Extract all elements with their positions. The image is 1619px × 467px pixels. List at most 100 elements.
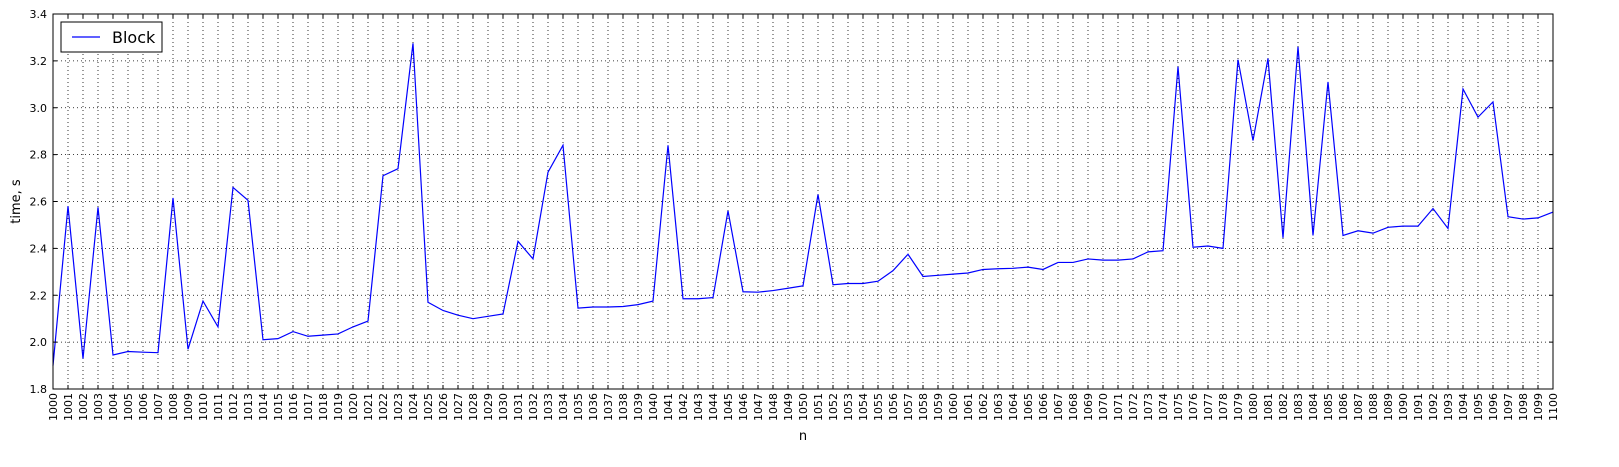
x-tick-label: 1021 xyxy=(362,393,375,421)
x-tick-label: 1028 xyxy=(467,393,480,421)
y-tick-label: 3.4 xyxy=(30,8,48,21)
x-tick-label: 1045 xyxy=(722,393,735,421)
x-tick-label: 1039 xyxy=(632,393,645,421)
x-tick-label: 1075 xyxy=(1172,393,1185,421)
x-tick-label: 1080 xyxy=(1247,393,1260,421)
x-tick-label: 1024 xyxy=(407,393,420,421)
x-tick-label: 1029 xyxy=(482,393,495,421)
x-tick-label: 1031 xyxy=(512,393,525,421)
x-tick-label: 1093 xyxy=(1442,393,1455,421)
x-tick-label: 1083 xyxy=(1292,393,1305,421)
x-tick-label: 1061 xyxy=(962,393,975,421)
x-tick-label: 1091 xyxy=(1412,393,1425,421)
x-tick-label: 1044 xyxy=(707,393,720,421)
y-tick-label: 3.2 xyxy=(30,55,48,68)
y-tick-label: 1.8 xyxy=(30,383,48,396)
x-tick-label: 1011 xyxy=(212,393,225,421)
x-tick-label: 1003 xyxy=(92,393,105,421)
x-tick-label: 1088 xyxy=(1367,393,1380,421)
x-tick-label: 1033 xyxy=(542,393,555,421)
x-tick-label: 1013 xyxy=(242,393,255,421)
x-tick-labels: 1000 1001 1002 1003 1004 1005 1006 1007 1008 1009… xyxy=(47,393,1560,421)
series-layer xyxy=(52,43,1554,366)
x-tick-label: 1084 xyxy=(1307,393,1320,421)
x-tick-label: 1005 xyxy=(122,393,135,421)
x-tick-label: 1001 xyxy=(62,393,75,421)
x-tick-label: 1042 xyxy=(677,393,690,421)
legend: Block xyxy=(60,21,163,53)
x-tick-label: 1049 xyxy=(782,393,795,421)
x-tick-label: 1062 xyxy=(977,393,990,421)
x-tick-label: 1068 xyxy=(1067,393,1080,421)
x-tick-label: 1087 xyxy=(1352,393,1365,421)
y-tick-label: 2.8 xyxy=(30,149,48,162)
x-tick-label: 1048 xyxy=(767,393,780,421)
x-tick-label: 1016 xyxy=(287,393,300,421)
x-tick-label: 1027 xyxy=(452,393,465,421)
x-tick-label: 1008 xyxy=(167,393,180,421)
x-tick-label: 1054 xyxy=(857,393,870,421)
y-tick-label: 2.0 xyxy=(30,336,48,349)
x-tick-label: 1034 xyxy=(557,393,570,421)
x-tick-label: 1094 xyxy=(1457,393,1470,421)
y-tick-label: 2.4 xyxy=(30,242,48,255)
x-tick-label: 1081 xyxy=(1262,393,1275,421)
x-tick-label: 1000 xyxy=(47,393,60,421)
x-tick-label: 1036 xyxy=(587,393,600,421)
x-tick-label: 1065 xyxy=(1022,393,1035,421)
x-tick-label: 1018 xyxy=(317,393,330,421)
x-tick-label: 1025 xyxy=(422,393,435,421)
x-tick-label: 1041 xyxy=(662,393,675,421)
x-tick-label: 1089 xyxy=(1382,393,1395,421)
x-tick-label: 1064 xyxy=(1007,393,1020,421)
y-axis-title: time, s xyxy=(9,179,24,224)
x-tick-label: 1082 xyxy=(1277,393,1290,421)
x-tick-label: 1072 xyxy=(1127,393,1140,421)
x-tick-label: 1010 xyxy=(197,393,210,421)
x-tick-label: 1055 xyxy=(872,393,885,421)
x-tick-label: 1032 xyxy=(527,393,540,421)
x-tick-label: 1060 xyxy=(947,393,960,421)
x-tick-label: 1006 xyxy=(137,393,150,421)
x-tick-label: 1037 xyxy=(602,393,615,421)
x-tick-label: 1009 xyxy=(182,393,195,421)
x-tick-label: 1052 xyxy=(827,393,840,421)
x-tick-label: 1046 xyxy=(737,393,750,421)
x-tick-label: 1058 xyxy=(917,393,930,421)
x-tick-label: 1066 xyxy=(1037,393,1050,421)
x-tick-label: 1097 xyxy=(1502,393,1515,421)
x-tick-label: 1022 xyxy=(377,393,390,421)
x-tick-label: 1017 xyxy=(302,393,315,421)
x-tick-label: 1099 xyxy=(1532,393,1545,421)
x-axis-title: n xyxy=(799,429,807,444)
y-tick-label: 2.2 xyxy=(30,289,48,302)
x-tick-label: 1090 xyxy=(1397,393,1410,421)
x-tick-label: 1014 xyxy=(257,393,270,421)
x-tick-label: 1002 xyxy=(77,393,90,421)
x-tick-label: 1073 xyxy=(1142,393,1155,421)
y-tick-labels: 1.8 2.0 2.2 2.4 2.6 2.8 3.0 3.2 3.4 xyxy=(30,8,48,396)
x-tick-label: 1079 xyxy=(1232,393,1245,421)
x-tick-label: 1020 xyxy=(347,393,360,421)
x-tick-label: 1023 xyxy=(392,393,405,421)
x-tick-label: 1063 xyxy=(992,393,1005,421)
x-tick-label: 1098 xyxy=(1517,393,1530,421)
x-tick-label: 1030 xyxy=(497,393,510,421)
x-tick-label: 1077 xyxy=(1202,393,1215,421)
x-tick-label: 1012 xyxy=(227,393,240,421)
x-tick-label: 1078 xyxy=(1217,393,1230,421)
x-tick-label: 1067 xyxy=(1052,393,1065,421)
x-tick-label: 1074 xyxy=(1157,393,1170,421)
x-tick-label: 1057 xyxy=(902,393,915,421)
axis-ticks xyxy=(52,13,1554,390)
x-tick-label: 1038 xyxy=(617,393,630,421)
x-tick-label: 1043 xyxy=(692,393,705,421)
x-tick-label: 1035 xyxy=(572,393,585,421)
x-tick-label: 1026 xyxy=(437,393,450,421)
x-tick-label: 1004 xyxy=(107,393,120,421)
y-tick-label: 2.6 xyxy=(30,196,48,209)
x-tick-label: 1076 xyxy=(1187,393,1200,421)
legend-label-block: Block xyxy=(112,28,156,47)
x-tick-label: 1092 xyxy=(1427,393,1440,421)
